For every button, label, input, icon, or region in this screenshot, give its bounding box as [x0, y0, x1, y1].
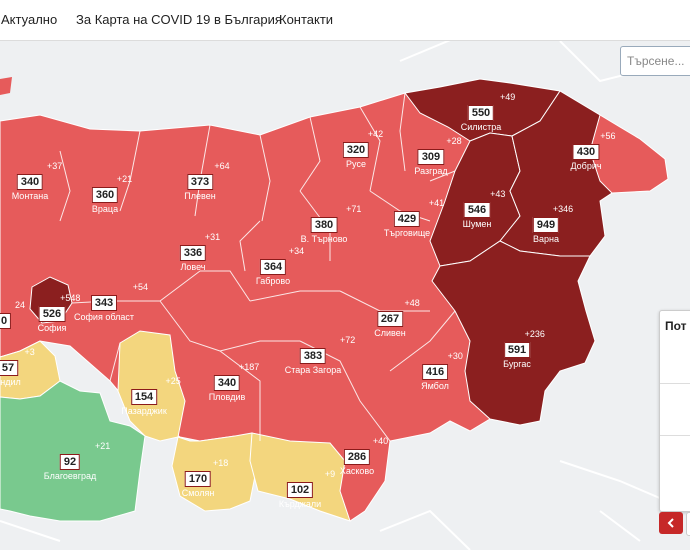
next-button[interactable] — [686, 512, 690, 536]
background-roads — [0, 41, 690, 550]
map-area[interactable]: 340 +37 Монтана 360 +21 Враца 373 +64 Плевен 3… — [0, 41, 690, 550]
nav-link-current[interactable]: Актуално — [1, 12, 58, 27]
region-kardzhali-shape[interactable] — [249, 432, 351, 522]
panel-divider — [660, 383, 690, 384]
panel-divider — [660, 435, 690, 436]
neighbor-fragment — [0, 77, 12, 95]
panel-title: Пот — [665, 319, 687, 333]
info-panel: Пот — [659, 310, 690, 512]
region-varna-shape[interactable] — [499, 90, 613, 257]
chevron-left-icon — [667, 518, 674, 528]
search-input[interactable] — [620, 46, 690, 76]
map-canvas — [0, 41, 690, 550]
region-blagoevgrad-shape[interactable] — [0, 380, 146, 522]
nav-link-contacts[interactable]: Контакти — [279, 12, 334, 27]
region-burgas-shape[interactable] — [431, 240, 596, 426]
region-smolyan-shape[interactable] — [171, 432, 259, 512]
prev-button[interactable] — [659, 512, 683, 534]
top-nav: Актуално За Карта на COVID 19 в България… — [0, 0, 690, 41]
nav-link-about[interactable]: За Карта на COVID 19 в България — [76, 12, 282, 27]
